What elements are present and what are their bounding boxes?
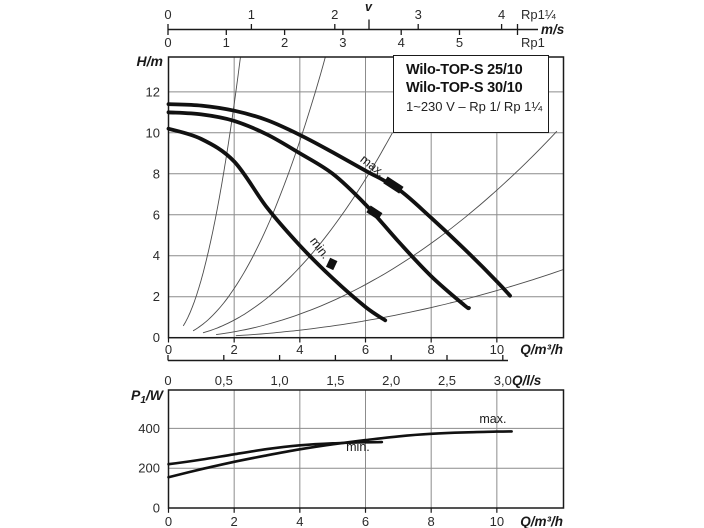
power-curve-label-min: min.	[346, 440, 370, 454]
pump-model-1: Wilo-TOP-S 25/10	[406, 62, 523, 78]
velocity-unit-label: m/s	[541, 22, 565, 37]
hq-x-tick-label: 0	[165, 342, 172, 357]
pump-model-box: Wilo-TOP-S 25/10 Wilo-TOP-S 30/10 1~230 …	[393, 55, 549, 133]
hq-y-tick-label: 6	[153, 207, 160, 222]
system-curve-5	[235, 269, 564, 337]
speed-marker-2	[366, 205, 383, 220]
power-x-axis-title: Q/m³/h	[520, 514, 563, 528]
power-x-tick-label: 8	[428, 514, 435, 528]
power-y-tick-label: 200	[138, 461, 160, 476]
lps-tick-label: 2,5	[438, 373, 456, 388]
pipe-size-label-rp114: Rp1¼	[521, 7, 556, 22]
hq-x-tick-label: 2	[231, 342, 238, 357]
velocity-tick-label-rp114: 1	[248, 7, 255, 22]
velocity-tick-label-rp1: 3	[339, 35, 346, 50]
pump-curve-max	[166, 102, 512, 298]
power-x-tick-label: 2	[231, 514, 238, 528]
velocity-tick-label-rp1: 1	[223, 35, 230, 50]
pump-curve-mid	[166, 110, 471, 311]
velocity-tick-label-rp1: 5	[456, 35, 463, 50]
power-y-axis-title: P1/W	[131, 387, 165, 406]
power-chart: max. min. 0 200 400 0 2 4 6 8 10 P1/W Q/m³/h	[131, 387, 565, 528]
power-y-tick-label: 400	[138, 421, 160, 436]
pipe-size-label-rp1: Rp1	[521, 35, 545, 50]
velocity-tick-label-rp1: 0	[164, 35, 171, 50]
system-curve-2	[192, 56, 326, 332]
power-x-tick-label: 10	[490, 514, 504, 528]
hq-y-tick-label: 10	[146, 125, 160, 140]
power-curve-min	[167, 440, 384, 466]
hq-y-tick-label: 4	[153, 248, 160, 263]
velocity-tick-label-rp1: 4	[398, 35, 405, 50]
lps-tick-label: 0,5	[215, 373, 233, 388]
pump-curve-min	[166, 126, 388, 323]
lps-tick-label: 0	[164, 373, 171, 388]
power-curve-label-max: max.	[479, 412, 506, 426]
hq-x-tick-label: 4	[296, 342, 303, 357]
lps-tick-label: 1,0	[271, 373, 289, 388]
hq-y-tick-label: 2	[153, 289, 160, 304]
velocity-tick-label-rp114: 0	[164, 7, 171, 22]
hq-y-tick-label: 12	[146, 84, 160, 99]
velocity-tick-label-rp114: 4	[498, 7, 505, 22]
lps-axis: 0 0,5 1,0 1,5 2,0 2,5 3,0 Q/l/s	[164, 355, 542, 388]
power-y-tick-label: 0	[153, 501, 160, 516]
lps-tick-label: 1,5	[326, 373, 344, 388]
hq-x-tick-label: 6	[362, 342, 369, 357]
power-x-tick-label: 4	[296, 514, 303, 528]
lps-tick-label: 3,0	[494, 373, 512, 388]
velocity-tick-label-rp1: 2	[281, 35, 288, 50]
lps-tick-label: 2,0	[382, 373, 400, 388]
velocity-tick-label-rp114: 2	[331, 7, 338, 22]
speed-marker-1	[383, 176, 404, 194]
power-curve-max	[167, 430, 513, 479]
hq-y-tick-label: 8	[153, 166, 160, 181]
power-x-tick-label: 0	[165, 514, 172, 528]
power-x-tick-label: 6	[362, 514, 369, 528]
velocity-tick-label-rp114: 3	[415, 7, 422, 22]
system-curve-3	[202, 132, 393, 334]
system-curve-1	[182, 57, 241, 327]
speed-marker-3	[325, 257, 338, 271]
hq-x-tick-label: 8	[428, 342, 435, 357]
hq-x-axis-title: Q/m³/h	[520, 342, 563, 357]
hq-x-tick-label: 10	[490, 342, 504, 357]
hq-y-tick-label: 0	[153, 330, 160, 345]
system-curve-4	[216, 130, 558, 336]
hq-y-axis-title: H/m	[137, 53, 163, 69]
electrical-spec: 1~230 V – Rp 1/ Rp 1¼	[406, 99, 543, 114]
lps-unit-label: Q/l/s	[512, 373, 542, 388]
velocity-axis-title: v	[365, 0, 373, 14]
pump-model-2: Wilo-TOP-S 30/10	[406, 80, 523, 96]
